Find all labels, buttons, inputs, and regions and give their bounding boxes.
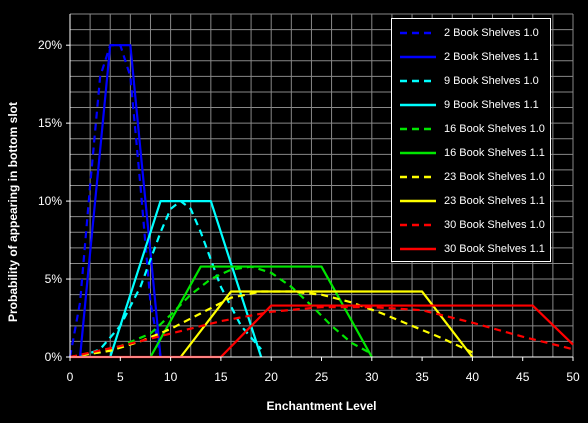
legend-swatch	[398, 148, 438, 158]
legend-label: 16 Book Shelves 1.0	[444, 123, 545, 135]
legend-swatch	[398, 196, 438, 206]
legend-item: 30 Book Shelves 1.1	[398, 239, 545, 259]
legend-swatch	[398, 124, 438, 134]
x-axis-label: Enchantment Level	[70, 399, 573, 413]
y-tick-label: 15%	[38, 116, 62, 130]
x-tick-label: 20	[265, 370, 279, 384]
x-tick-label: 10	[164, 370, 178, 384]
x-tick-label: 35	[415, 370, 429, 384]
legend-swatch	[398, 244, 438, 254]
legend-item: 23 Book Shelves 1.1	[398, 191, 545, 211]
legend-label: 23 Book Shelves 1.0	[444, 171, 545, 183]
legend-swatch	[398, 220, 438, 230]
x-tick-label: 15	[214, 370, 228, 384]
legend-item: 16 Book Shelves 1.1	[398, 143, 545, 163]
legend-swatch	[398, 52, 438, 62]
x-tick-label: 25	[315, 370, 329, 384]
y-tick-label: 20%	[38, 38, 62, 52]
y-tick-label: 10%	[38, 194, 62, 208]
x-tick-label: 40	[466, 370, 480, 384]
x-tick-label: 5	[117, 370, 124, 384]
y-tick-label: 0%	[45, 350, 63, 364]
legend-item: 23 Book Shelves 1.0	[398, 167, 545, 187]
legend-swatch	[398, 172, 438, 182]
legend-label: 23 Book Shelves 1.1	[444, 195, 545, 207]
legend-swatch	[398, 76, 438, 86]
x-tick-label: 45	[516, 370, 530, 384]
legend-swatch	[398, 28, 438, 38]
legend-label: 2 Book Shelves 1.0	[444, 27, 539, 39]
legend-label: 30 Book Shelves 1.0	[444, 219, 545, 231]
y-tick-label: 5%	[45, 272, 63, 286]
x-tick-label: 0	[67, 370, 74, 384]
legend-item: 30 Book Shelves 1.0	[398, 215, 545, 235]
x-tick-label: 30	[365, 370, 379, 384]
legend-label: 30 Book Shelves 1.1	[444, 243, 545, 255]
legend-item: 9 Book Shelves 1.0	[398, 71, 539, 91]
legend-item: 9 Book Shelves 1.1	[398, 95, 539, 115]
legend-item: 2 Book Shelves 1.1	[398, 47, 539, 67]
legend: 2 Book Shelves 1.0 2 Book Shelves 1.1 9 Bo…	[391, 18, 551, 262]
legend-label: 9 Book Shelves 1.0	[444, 75, 539, 87]
x-tick-label: 50	[566, 370, 580, 384]
legend-label: 9 Book Shelves 1.1	[444, 99, 539, 111]
y-axis-label-wrap: Probability of appearing in bottom slot	[2, 0, 24, 423]
legend-label: 16 Book Shelves 1.1	[444, 147, 545, 159]
legend-item: 16 Book Shelves 1.0	[398, 119, 545, 139]
legend-item: 2 Book Shelves 1.0	[398, 23, 539, 43]
legend-label: 2 Book Shelves 1.1	[444, 51, 539, 63]
legend-swatch	[398, 100, 438, 110]
y-axis-label: Probability of appearing in bottom slot	[6, 101, 20, 321]
